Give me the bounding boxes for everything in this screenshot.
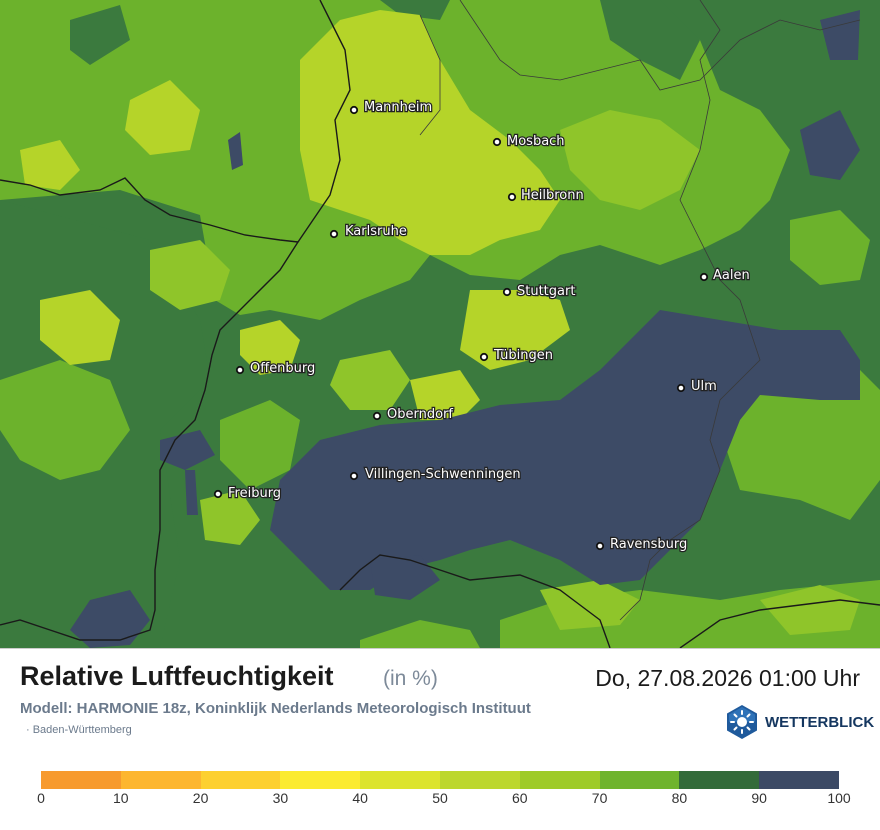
- legend-segment: [41, 771, 122, 789]
- brand-logo[interactable]: WETTERBLICK: [724, 704, 874, 740]
- legend-segment: [440, 771, 521, 789]
- svg-text:Oberndorf: Oberndorf: [387, 407, 453, 422]
- brand-name: WETTERBLICK: [765, 713, 875, 731]
- legend-tick-label: 60: [512, 790, 528, 806]
- legend-tick-label: 70: [591, 790, 608, 806]
- legend-segment: [200, 771, 281, 789]
- legend-tick-label: 0: [37, 790, 45, 806]
- legend-tick-label: 10: [113, 790, 129, 806]
- city-offenburg[interactable]: Offenburg: [235, 360, 317, 377]
- svg-text:Ulm: Ulm: [691, 379, 717, 394]
- city-ulm[interactable]: Ulm: [676, 378, 718, 395]
- svg-text:Ravensburg: Ravensburg: [610, 537, 687, 552]
- city-stuttgart[interactable]: Stuttgart: [502, 283, 577, 300]
- city-freiburg[interactable]: Freiburg: [213, 485, 282, 502]
- svg-text:Stuttgart: Stuttgart: [517, 284, 575, 299]
- svg-text:Freiburg: Freiburg: [228, 486, 281, 501]
- legend-tick-label: 50: [432, 790, 448, 806]
- model-info: Modell: HARMONIE 18z, Koninklijk Nederla…: [20, 700, 531, 717]
- svg-text:Aalen: Aalen: [713, 268, 750, 283]
- color-legend: [41, 771, 840, 789]
- humidity-zone-90-100: [70, 10, 860, 648]
- legend-segment: [280, 771, 361, 789]
- humidity-map-svg: Mannheim Mosbach Heilbronn Karlsruhe Aal…: [0, 0, 880, 648]
- admin-borders: [419, 0, 861, 621]
- city-karlsruhe[interactable]: Karlsruhe: [329, 223, 408, 240]
- city-ravensburg[interactable]: Ravensburg: [595, 536, 689, 553]
- forecast-datetime: Do, 27.08.2026 01:00 Uhr: [595, 665, 860, 691]
- city-markers: Mannheim Mosbach Heilbronn Karlsruhe Aal…: [213, 99, 751, 553]
- humidity-zone-50-60: [20, 10, 570, 420]
- legend-tick-label: 30: [272, 790, 289, 806]
- legend-tick-label: 80: [671, 790, 688, 806]
- svg-text:Mannheim: Mannheim: [364, 100, 432, 115]
- map-title: Relative Luftfeuchtigkeit: [20, 661, 334, 691]
- legend-tick-label: 20: [192, 790, 209, 806]
- city-oberndorf[interactable]: Oberndorf: [372, 406, 455, 423]
- legend-segment: [679, 771, 760, 789]
- svg-text:Tübingen: Tübingen: [493, 348, 553, 363]
- sun-logo-icon: [727, 705, 757, 739]
- legend-segment: [120, 771, 202, 789]
- legend-tick-label: 40: [352, 790, 368, 806]
- humidity-zone-60-70: [150, 110, 860, 635]
- svg-text:Villingen-Schwenningen: Villingen-Schwenningen: [365, 467, 521, 482]
- svg-text:Karlsruhe: Karlsruhe: [345, 224, 407, 239]
- legend-segment: [599, 771, 680, 789]
- legend-tick-label: 90: [751, 790, 767, 806]
- city-villingen-schwenningen[interactable]: Villingen-Schwenningen: [349, 466, 522, 483]
- humidity-zone-70-80: [0, 210, 880, 648]
- legend-segment: [759, 771, 840, 789]
- city-mannheim[interactable]: Mannheim: [349, 99, 433, 116]
- city-tuebingen[interactable]: Tübingen: [479, 347, 554, 364]
- city-heilbronn[interactable]: Heilbronn: [507, 187, 585, 204]
- city-mosbach[interactable]: Mosbach: [492, 133, 566, 150]
- region-label: · Baden-Württemberg: [26, 724, 132, 736]
- weather-map: Mannheim Mosbach Heilbronn Karlsruhe Aal…: [0, 0, 880, 649]
- legend-segment: [360, 771, 441, 789]
- map-footer: Relative Luftfeuchtigkeit (in %) Do, 27.…: [0, 649, 880, 830]
- svg-text:Heilbronn: Heilbronn: [521, 188, 584, 203]
- legend-segment: [519, 771, 601, 789]
- state-borders: [0, 0, 880, 648]
- map-unit: (in %): [383, 667, 438, 690]
- legend-tick-label: 100: [827, 790, 851, 806]
- svg-text:Offenburg: Offenburg: [250, 361, 315, 376]
- city-aalen[interactable]: Aalen: [699, 267, 751, 284]
- svg-text:Mosbach: Mosbach: [507, 134, 565, 149]
